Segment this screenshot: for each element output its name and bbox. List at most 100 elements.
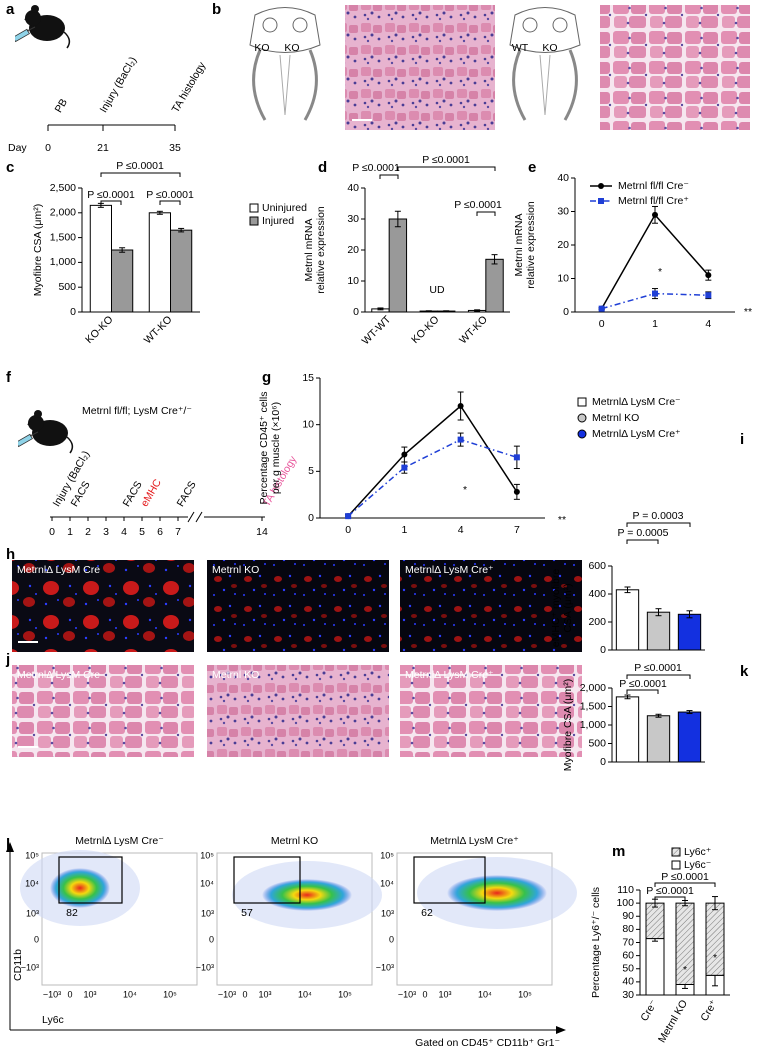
event-label: FACS bbox=[175, 479, 199, 509]
image-label: MetrnlΔ LysM Cre bbox=[17, 564, 100, 576]
day-label: 21 bbox=[97, 142, 109, 154]
annotation: ** bbox=[744, 306, 752, 318]
point bbox=[513, 488, 520, 495]
y-tick-label: 20 bbox=[557, 239, 569, 251]
annotation: P ≤0.0001 bbox=[352, 162, 400, 174]
legend-label: Uninjured bbox=[262, 202, 307, 214]
arrow-head bbox=[556, 1026, 566, 1034]
day-label: 0 bbox=[49, 526, 55, 538]
histology-image bbox=[345, 5, 495, 130]
gate-percent: 82 bbox=[66, 907, 78, 919]
y-tick-label: 20 bbox=[347, 244, 359, 256]
y-tick-label: −10³ bbox=[21, 962, 39, 972]
x-tick-label: KO-KO bbox=[83, 314, 115, 346]
y-tick-label: 40 bbox=[622, 976, 634, 988]
point bbox=[513, 454, 520, 461]
day-label: 7 bbox=[175, 526, 181, 538]
image-label: MetrnlΔ LysM Cre bbox=[17, 669, 100, 681]
day-label: 35 bbox=[169, 142, 181, 154]
micrograph bbox=[12, 665, 194, 757]
legend-swatch bbox=[671, 860, 681, 870]
x-tick-label: Cre⁺ bbox=[698, 998, 720, 1024]
bar bbox=[388, 218, 408, 313]
x-tick-label: 10⁴ bbox=[123, 989, 137, 999]
y-tick-label: 10³ bbox=[381, 908, 394, 918]
significance-bracket bbox=[397, 166, 496, 171]
day-label: 6 bbox=[157, 526, 163, 538]
genotype-label: KO bbox=[542, 42, 557, 54]
panel-label: i bbox=[740, 431, 744, 448]
y-axis-label: Metrnl mRNA bbox=[513, 213, 525, 276]
gate-percent: 57 bbox=[241, 907, 253, 919]
y-tick-label: 500 bbox=[58, 281, 76, 293]
micrograph bbox=[207, 665, 389, 757]
y-axis-label: relative expression bbox=[315, 206, 327, 294]
x-tick-label: 0 bbox=[345, 524, 351, 536]
bar bbox=[646, 611, 671, 651]
axis-break bbox=[187, 511, 195, 523]
point bbox=[705, 292, 712, 299]
image-label: Metrnl KO bbox=[212, 669, 259, 681]
y-tick-label: 200 bbox=[588, 616, 606, 628]
point bbox=[345, 513, 352, 520]
y-tick-label: 0 bbox=[563, 306, 569, 318]
y-tick-label: 2,500 bbox=[50, 182, 76, 194]
y-tick-label: 10⁴ bbox=[380, 878, 394, 888]
x-tick-label: 10³ bbox=[258, 989, 271, 999]
panel-label: j bbox=[5, 651, 10, 668]
y-tick-label: 40 bbox=[347, 182, 359, 194]
y-tick-label: −10³ bbox=[376, 962, 394, 972]
y-tick-label: 1,500 bbox=[580, 700, 606, 712]
legend-swatch bbox=[249, 216, 259, 226]
gate bbox=[233, 856, 301, 904]
genotype-label: KO bbox=[254, 42, 269, 54]
arrow-head bbox=[6, 842, 14, 852]
y-tick-label: 10⁴ bbox=[25, 878, 39, 888]
y-axis-label: Myofibre CSA (μm²) bbox=[32, 204, 44, 296]
bar bbox=[677, 613, 702, 651]
x-tick-label: 10³ bbox=[438, 989, 451, 999]
plot-title: MetrnlΔ LysM Cre⁺ bbox=[430, 835, 519, 847]
y-tick-label: 10 bbox=[347, 275, 359, 287]
y-tick-label: 0 bbox=[600, 756, 606, 768]
annotation: P ≤0.0001 bbox=[146, 189, 194, 201]
y-axis-label: Percentage Ly6⁺/⁻ cells bbox=[590, 887, 602, 998]
gate bbox=[413, 856, 486, 904]
panel-label: b bbox=[212, 1, 221, 18]
y-tick-label: 2,000 bbox=[580, 682, 606, 694]
x-tick-label: 10⁵ bbox=[518, 989, 532, 999]
y-tick-label: 110 bbox=[617, 884, 634, 896]
legend-label: Metrnl KO bbox=[592, 412, 639, 424]
y-tick-label: 10⁵ bbox=[200, 850, 214, 860]
gate bbox=[58, 856, 123, 904]
bar bbox=[485, 258, 504, 313]
y-axis-label: relative expression bbox=[525, 201, 537, 289]
y-tick-label: 10⁵ bbox=[25, 850, 39, 860]
y-tick-label: 70 bbox=[622, 936, 634, 948]
y-tick-label: 10⁴ bbox=[200, 878, 214, 888]
annotation: P ≤0.0001 bbox=[634, 662, 682, 674]
y-tick-label: 60 bbox=[622, 949, 634, 961]
point bbox=[652, 290, 658, 297]
annotation: P ≤0.0001 bbox=[661, 871, 709, 883]
micrograph bbox=[12, 560, 194, 652]
y-tick-label: 30 bbox=[622, 989, 634, 1001]
day-label: 0 bbox=[45, 142, 51, 154]
significance-bracket bbox=[626, 522, 691, 527]
x-tick-label: WT-KO bbox=[142, 314, 175, 347]
y-tick-label: 40 bbox=[557, 172, 569, 184]
histology-image bbox=[600, 5, 750, 130]
y-axis-label: Metrnl mRNA bbox=[303, 218, 315, 281]
annotation: P = 0.0005 bbox=[618, 527, 669, 539]
day-label: 3 bbox=[103, 526, 109, 538]
micrograph bbox=[400, 560, 582, 652]
legend-label: Injured bbox=[262, 215, 294, 227]
legend-marker bbox=[577, 429, 587, 439]
significance-bracket bbox=[159, 200, 181, 205]
y-tick-label: 0 bbox=[34, 934, 39, 944]
panel-label: h bbox=[6, 546, 15, 563]
axis-label: CD11b bbox=[12, 949, 24, 981]
x-tick-label: 7 bbox=[514, 524, 520, 536]
